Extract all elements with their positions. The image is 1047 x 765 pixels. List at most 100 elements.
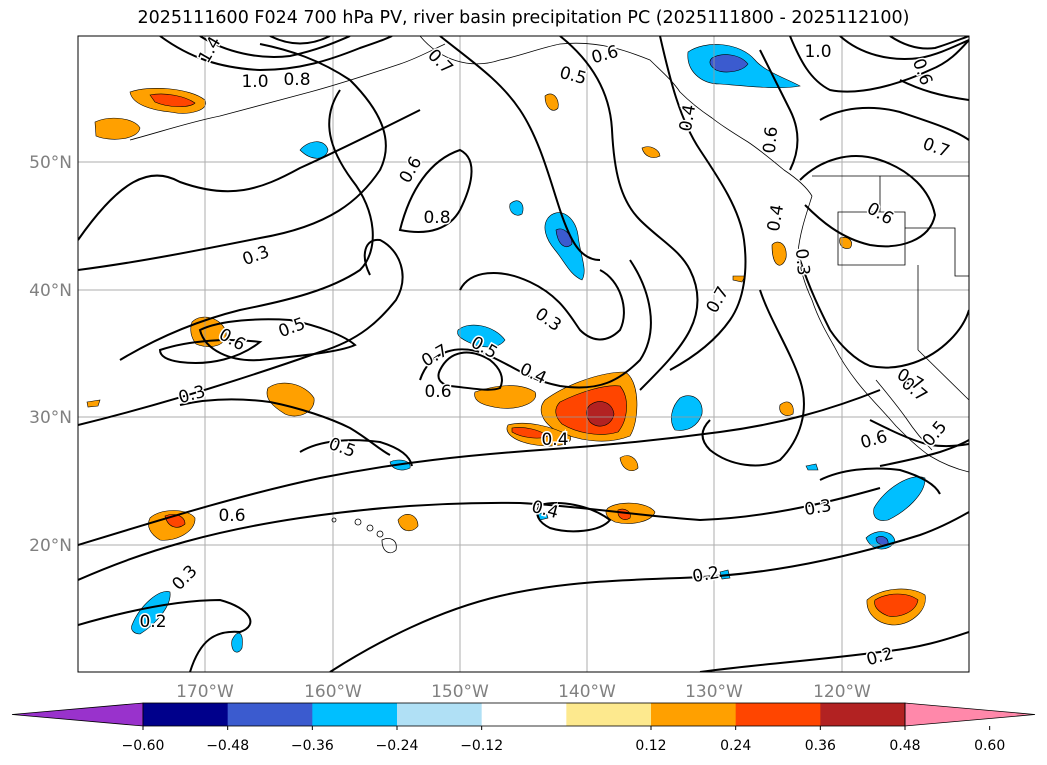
precip-shading xyxy=(86,44,926,653)
lon-label-130w: 130°W xyxy=(685,682,743,702)
contour-line xyxy=(119,89,374,361)
colorbar: −0.60 −0.48 −0.36 −0.24 −0.12 0.12 0.24 0.36 0.4… xyxy=(11,702,1036,754)
contour-line xyxy=(158,339,263,364)
colorbar-tick-label: −0.48 xyxy=(206,738,249,754)
contour-label: 0.4 xyxy=(541,430,568,450)
contour-label: 0.8 xyxy=(423,208,450,228)
contour-line xyxy=(839,36,969,60)
contour-line xyxy=(159,36,393,72)
precip-positive xyxy=(732,275,746,283)
precip-positive xyxy=(641,146,661,158)
colorbar-tick-label: −0.12 xyxy=(460,738,503,754)
contour-label: 0.3 xyxy=(803,496,833,520)
contour-label: 0.6 xyxy=(760,126,782,155)
contour-line xyxy=(799,155,937,248)
contour-line xyxy=(198,318,357,362)
precip-negative xyxy=(299,141,329,159)
hawaiian-islands xyxy=(331,517,397,554)
colorbar-frame xyxy=(142,702,906,727)
lon-labels: 170°W 160°W 150°W 140°W 130°W 120°W xyxy=(176,682,871,702)
north-america-coast xyxy=(797,195,969,473)
map-title: 2025111600 F024 700 hPa PV, river basin … xyxy=(137,8,910,28)
aleutian-islands xyxy=(129,43,446,141)
contour-line xyxy=(269,36,331,45)
lon-label-120w: 120°W xyxy=(813,682,871,702)
contour-line xyxy=(559,36,699,391)
colorbar-tick-label: 0.36 xyxy=(805,738,836,754)
precip-positive xyxy=(771,241,787,266)
precip-heavy xyxy=(585,401,615,427)
contour-line xyxy=(78,43,387,271)
lon-label-170w: 170°W xyxy=(176,682,234,702)
colorbar-segment xyxy=(227,703,313,726)
precip-negative xyxy=(131,591,171,635)
contour-line xyxy=(789,36,969,93)
contour-line xyxy=(299,439,413,467)
colorbar-segment xyxy=(397,703,483,726)
precip-positive xyxy=(474,385,537,409)
contour-line xyxy=(78,487,881,581)
colorbar-tick-label: 0.48 xyxy=(889,738,920,754)
contour-label: 1.0 xyxy=(241,72,268,92)
colorbar-segment xyxy=(820,703,906,726)
precip-positive xyxy=(779,401,794,416)
precip-negative xyxy=(671,395,703,431)
contour-line xyxy=(759,49,799,171)
precip-negative xyxy=(873,476,926,521)
precip-negative xyxy=(509,200,524,216)
contour-label: 0.6 xyxy=(218,506,245,526)
lat-label-40n: 40°N xyxy=(29,281,72,301)
contour-label: 1.0 xyxy=(804,42,831,62)
contour-line xyxy=(899,79,969,101)
lat-label-50n: 50°N xyxy=(29,153,72,173)
contour-line xyxy=(78,109,421,241)
lon-label-140w: 140°W xyxy=(558,682,616,702)
precip-negative xyxy=(457,324,506,348)
colorbar-segment xyxy=(651,703,737,726)
contour-line xyxy=(659,36,747,371)
precip-positive xyxy=(86,399,101,408)
colorbar-tick-label: 0.12 xyxy=(635,738,666,754)
lat-label-30n: 30°N xyxy=(29,408,72,428)
contour-line xyxy=(199,36,351,58)
contour-line xyxy=(329,511,969,672)
lon-label-160w: 160°W xyxy=(304,682,362,702)
colorbar-segment xyxy=(481,703,567,726)
precip-positive xyxy=(619,455,639,471)
precip-positive xyxy=(544,93,559,111)
contour-line xyxy=(701,289,805,467)
contour-line xyxy=(437,351,503,391)
colorbar-extend-low xyxy=(11,702,144,727)
alaska-coast xyxy=(419,36,813,197)
baja-peninsula xyxy=(875,379,933,451)
map-frame xyxy=(77,35,970,673)
colorbar-tick-label: −0.36 xyxy=(291,738,334,754)
contour-line xyxy=(879,439,969,467)
precip-strong xyxy=(511,427,549,439)
precip-negative xyxy=(231,632,243,653)
pv-contours xyxy=(78,36,969,672)
contour-line xyxy=(439,36,601,261)
contour-line xyxy=(459,269,625,341)
precip-positive xyxy=(839,237,852,249)
precip-strong xyxy=(149,93,196,107)
map-area: 1.41.0 0.80.7 0.50.6 1.00.60.70.60.80.30.50… xyxy=(78,36,969,672)
contour-line xyxy=(536,502,612,533)
colorbar-extend-high xyxy=(904,702,1036,727)
contour-label: 0.2 xyxy=(139,612,166,632)
colorbar-segment xyxy=(312,703,398,726)
contour-label: 0.3 xyxy=(791,248,813,277)
contour-line xyxy=(819,467,941,495)
precip-positive xyxy=(397,514,419,532)
lat-label-20n: 20°N xyxy=(29,536,72,556)
precip-positive xyxy=(94,117,141,140)
precip-moderate-negative xyxy=(709,54,749,73)
contour-label: 0.8 xyxy=(283,70,310,90)
colorbar-segment xyxy=(143,703,229,726)
precip-negative xyxy=(805,463,819,471)
contour-line xyxy=(398,148,473,233)
colorbar-tick-label: −0.60 xyxy=(122,738,165,754)
state-border xyxy=(837,211,906,266)
contour-line xyxy=(889,36,969,50)
